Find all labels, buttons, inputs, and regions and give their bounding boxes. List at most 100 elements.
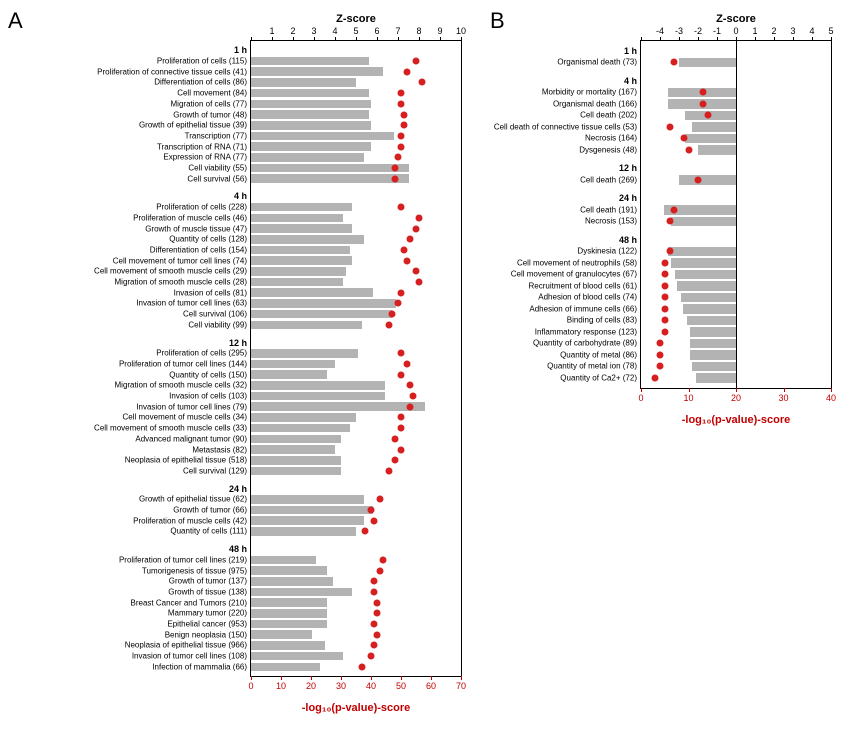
data-row: Quantity of cells (128) — [251, 235, 461, 244]
z-tick-mark — [398, 37, 399, 41]
p-value-dot — [661, 294, 668, 301]
z-score-bar — [251, 67, 383, 76]
data-row: Growth of tumor (137) — [251, 577, 461, 586]
z-tick-label: -2 — [694, 26, 702, 36]
z-tick-mark — [793, 37, 794, 41]
z-tick-label: 6 — [374, 26, 379, 36]
z-tick-label: -4 — [656, 26, 664, 36]
z-tick-mark — [660, 37, 661, 41]
z-tick-mark — [272, 37, 273, 41]
p-value-dot — [416, 214, 423, 221]
data-row: Advanced malignant tumor (90) — [251, 435, 461, 444]
p-axis-label-b: -log₁₀(p-value)-score — [641, 414, 831, 426]
z-tick-mark — [419, 37, 420, 41]
z-score-bar — [683, 304, 736, 314]
row-label: Cell movement of smooth muscle cells (33… — [94, 424, 251, 433]
p-value-dot — [666, 123, 673, 130]
row-label: Cell death (202) — [580, 111, 641, 120]
time-group-label: 48 h — [619, 235, 641, 245]
p-value-dot — [416, 279, 423, 286]
p-value-dot — [661, 305, 668, 312]
z-tick-label: 0 — [733, 26, 738, 36]
z-score-bar — [251, 424, 350, 433]
row-label: Invasion of tumor cell lines (63) — [136, 299, 251, 308]
row-label: Cell viability (99) — [188, 320, 251, 329]
data-row: Quantity of cells (111) — [251, 527, 461, 536]
z-tick-label: 3 — [790, 26, 795, 36]
row-label: Cell movement of granulocytes (67) — [511, 270, 641, 279]
data-row: Necrosis (164) — [641, 134, 831, 144]
p-tick-mark — [431, 676, 432, 680]
z-score-bar — [251, 370, 327, 379]
p-value-dot — [657, 351, 664, 358]
row-label: Growth of epithelial tissue (39) — [139, 121, 251, 130]
row-label: Dyskinesia (122) — [577, 247, 641, 256]
z-score-bar — [692, 362, 736, 372]
row-label: Cell movement of neutrophils (58) — [517, 258, 641, 267]
z-score-bar — [675, 270, 736, 280]
row-label: Breast Cancer and Tumors (210) — [131, 598, 252, 607]
z-tick-mark — [774, 37, 775, 41]
data-row: Binding of cells (83) — [641, 316, 831, 326]
data-row: Growth of tumor (48) — [251, 110, 461, 119]
z-tick-mark — [356, 37, 357, 41]
p-value-dot — [404, 257, 411, 264]
z-tick-label: -3 — [675, 26, 683, 36]
time-group-label: 4 h — [234, 191, 251, 201]
z-score-bar — [251, 577, 333, 586]
p-value-dot — [666, 218, 673, 225]
data-row: Cell death (269) — [641, 175, 831, 185]
z-score-bar — [251, 310, 392, 319]
p-value-dot — [377, 567, 384, 574]
p-tick-label: 10 — [683, 393, 693, 403]
z-score-bar — [251, 381, 385, 390]
p-value-dot — [392, 435, 399, 442]
panel-b-letter: B — [490, 8, 505, 34]
z-score-bar — [251, 445, 335, 454]
z-score-bar — [696, 373, 736, 383]
p-value-dot — [386, 321, 393, 328]
data-row: Proliferation of muscle cells (42) — [251, 516, 461, 525]
p-tick-mark — [461, 676, 462, 680]
row-label: Epithelial cancer (953) — [167, 620, 251, 629]
z-tick-mark — [831, 37, 832, 41]
z-tick-label: 2 — [771, 26, 776, 36]
row-label: Cell death (191) — [580, 205, 641, 214]
p-value-dot — [398, 446, 405, 453]
data-row: Migration of smooth muscle cells (32) — [251, 381, 461, 390]
data-row: Breast Cancer and Tumors (210) — [251, 598, 461, 607]
p-value-dot — [671, 59, 678, 66]
p-tick-label: 70 — [456, 681, 466, 691]
z-score-bar — [251, 132, 394, 141]
z-score-bar — [251, 467, 341, 476]
data-row: Invasion of tumor cell lines (63) — [251, 299, 461, 308]
row-label: Neoplasia of epithelial tissue (966) — [125, 641, 251, 650]
z-score-bar — [251, 556, 316, 565]
z-tick-mark — [251, 37, 252, 41]
row-label: Invasion of tumor cell lines (108) — [132, 652, 251, 661]
row-label: Organismal death (73) — [557, 58, 641, 67]
z-tick-label: 7 — [395, 26, 400, 36]
z-score-bar — [251, 267, 346, 276]
data-row: Quantity of Ca2+ (72) — [641, 373, 831, 383]
p-value-dot — [398, 143, 405, 150]
z-axis-label-a: Z-score — [251, 13, 461, 25]
z-tick-label: 1 — [269, 26, 274, 36]
row-label: Quantity of Ca2+ (72) — [560, 373, 641, 382]
data-row: Organismal death (73) — [641, 58, 831, 68]
p-value-dot — [661, 282, 668, 289]
z-score-bar — [671, 217, 736, 227]
z-score-bar — [251, 588, 352, 597]
row-label: Cell survival (56) — [187, 174, 251, 183]
z-score-bar — [251, 360, 335, 369]
row-label: Migration of smooth muscle cells (32) — [115, 381, 252, 390]
p-value-dot — [401, 246, 408, 253]
p-value-dot — [392, 457, 399, 464]
z-score-bar — [690, 339, 736, 349]
p-tick-mark — [251, 676, 252, 680]
p-value-dot — [392, 175, 399, 182]
data-row: Cell movement of smooth muscle cells (29… — [251, 267, 461, 276]
z-score-bar — [251, 349, 358, 358]
data-row: Cell movement (84) — [251, 89, 461, 98]
z-score-bar — [677, 281, 736, 291]
